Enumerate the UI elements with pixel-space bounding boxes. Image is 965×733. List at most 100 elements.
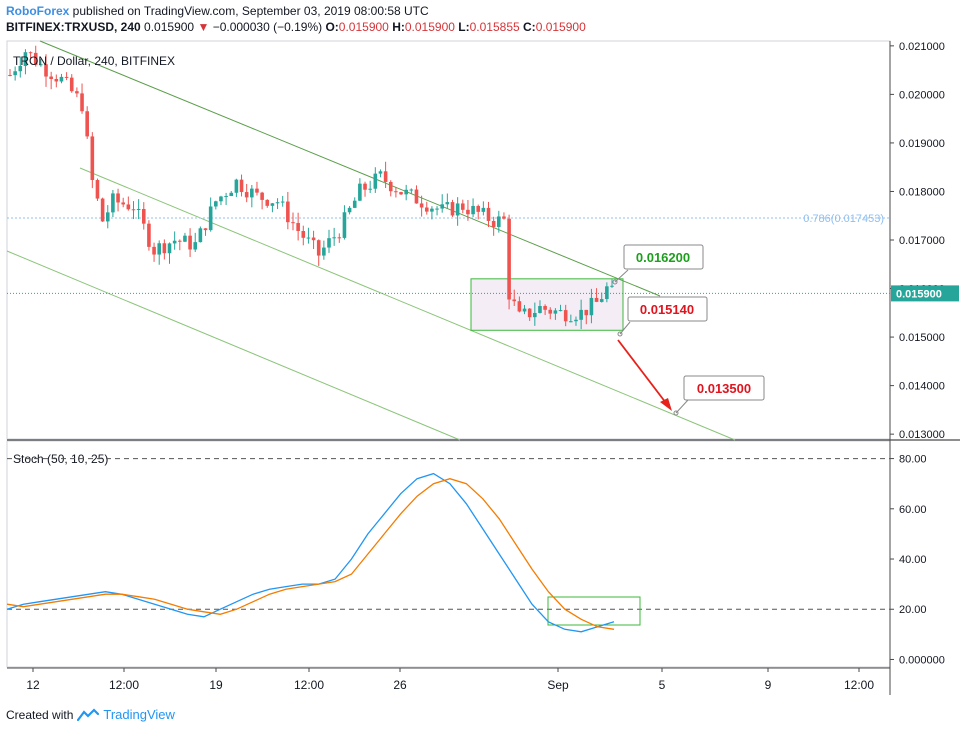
callout-013500[interactable]: 0.013500 <box>673 375 765 416</box>
candle-body <box>64 76 69 78</box>
candle-body <box>450 202 455 216</box>
channel-middle-line[interactable] <box>79 167 736 441</box>
header-line-1: RoboForex published on TradingView.com, … <box>6 3 956 19</box>
candle-body <box>239 179 244 193</box>
main-pane-legend[interactable]: TRON / Dollar, 240, BITFINEX <box>13 54 175 68</box>
time-tick-label: Sep <box>547 678 569 692</box>
candle-body <box>440 204 445 209</box>
price-tick-label: 0.021000 <box>899 41 945 53</box>
candle-body <box>280 201 285 203</box>
candle-body <box>491 220 496 227</box>
candle-body <box>394 191 398 193</box>
price-tick-label: 0.018000 <box>899 186 945 198</box>
candle-body <box>136 208 141 210</box>
candle-body <box>111 193 115 213</box>
price-tick-label: 0.020000 <box>899 89 945 101</box>
candle-body <box>373 173 378 189</box>
price-tick-label: 0.015000 <box>899 332 945 344</box>
stoch-tick-label: 0.000000 <box>899 654 945 666</box>
time-tick-label: 12 <box>26 678 40 692</box>
candle-body <box>358 183 362 201</box>
callout-box <box>627 296 708 322</box>
candle-body <box>95 180 100 199</box>
candle-body <box>543 306 547 310</box>
stoch-tick-label: 60.00 <box>899 504 927 516</box>
candle-body <box>214 201 218 207</box>
candle-body <box>90 136 95 181</box>
candle-body <box>574 319 578 322</box>
chart-header: RoboForex published on TradingView.com, … <box>6 3 956 35</box>
candle-body <box>399 192 403 195</box>
price-axis[interactable]: 0.021000 0.020000 0.019000 0.018000 0.017000… <box>890 41 945 441</box>
channel-lower-line[interactable] <box>6 250 461 441</box>
low-value: 0.015855 <box>469 20 520 34</box>
candle-body <box>460 203 465 210</box>
candle-body <box>131 209 136 211</box>
candle-body <box>296 223 300 231</box>
created-with-text: Created with <box>6 707 74 722</box>
target-arrow[interactable] <box>617 339 672 411</box>
candle-body <box>260 192 264 200</box>
candle-body <box>28 52 33 54</box>
candle-body <box>409 189 414 191</box>
price-change: −0.000030 (−0.19%) <box>212 20 323 34</box>
time-tick-label: 12:00 <box>844 678 874 692</box>
candle-body <box>121 202 125 205</box>
channel-upper-line[interactable] <box>39 40 661 297</box>
candle-body <box>584 309 589 316</box>
candle-body <box>342 212 347 238</box>
candle-body <box>605 286 609 300</box>
candle-body <box>39 64 43 66</box>
target-arrow-head <box>660 398 672 411</box>
time-tick-label: 9 <box>765 678 772 692</box>
candle-body <box>512 299 517 302</box>
candle-body <box>527 308 532 318</box>
footer: Created with TradingView <box>6 707 175 722</box>
candle-body <box>599 299 604 302</box>
symbol-label[interactable]: BITFINEX:TRXUSD, 240 <box>6 20 141 34</box>
candle-body <box>152 246 156 255</box>
candle-body <box>301 230 306 238</box>
stoch-pane-legend[interactable]: Stoch (50, 10, 25) <box>13 452 108 466</box>
time-tick-label: 26 <box>393 678 407 692</box>
stoch-k-line <box>6 472 615 633</box>
current-price-tag-text: 0.015900 <box>896 288 942 300</box>
tradingview-brand[interactable]: TradingView <box>103 707 175 722</box>
candle-body <box>502 216 506 219</box>
candle-body <box>255 188 259 193</box>
candle-body <box>430 208 434 212</box>
time-axis[interactable]: 12 12:00 19 12:00 26 Sep 5 9 12:00 <box>26 668 874 692</box>
candle-body <box>23 52 28 66</box>
candle-body <box>33 52 38 65</box>
candle-body <box>234 179 239 193</box>
callout-pointer <box>614 269 629 283</box>
candle-body <box>383 171 388 182</box>
close-value: 0.015900 <box>535 20 586 34</box>
candle-body <box>337 237 342 239</box>
candle-body <box>306 237 311 239</box>
callout-text: 0.016200 <box>636 250 690 265</box>
consolidation-range-box[interactable] <box>470 278 624 331</box>
publisher-name[interactable]: RoboForex <box>6 4 70 18</box>
stoch-tick-label: 40.00 <box>899 554 927 566</box>
stoch-axis[interactable]: 80.00 60.00 40.00 20.00 0.000000 <box>890 454 945 667</box>
last-price: 0.015900 <box>144 20 195 34</box>
candle-body <box>59 76 64 82</box>
candle-body <box>424 207 429 212</box>
descending-channel[interactable] <box>6 40 736 441</box>
callout-016200[interactable]: 0.016200 <box>612 244 704 285</box>
candle-body <box>203 228 208 231</box>
candle-body <box>116 193 120 203</box>
callout-text: 0.013500 <box>697 381 751 396</box>
candle-body <box>322 247 326 256</box>
candle-body <box>157 243 162 255</box>
stoch-oversold-box[interactable] <box>547 596 641 626</box>
callout-015140[interactable]: 0.015140 <box>617 296 708 337</box>
candle-body <box>569 321 573 323</box>
time-tick-label: 12:00 <box>109 678 139 692</box>
callout-text: 0.015140 <box>640 302 694 317</box>
candle-body <box>147 223 151 247</box>
candle-body <box>177 240 182 242</box>
candle-body <box>558 310 563 312</box>
